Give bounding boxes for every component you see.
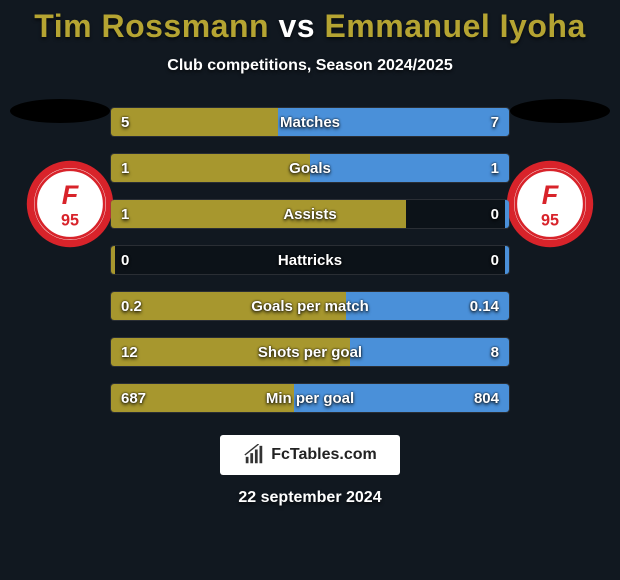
svg-text:F: F xyxy=(62,180,80,210)
stat-bar-right xyxy=(350,338,509,366)
svg-text:95: 95 xyxy=(61,212,79,230)
club-badge-left: F 95 xyxy=(25,159,115,249)
title-player2: Emmanuel Iyoha xyxy=(324,8,585,44)
club-badge-right: F 95 xyxy=(505,159,595,249)
stat-bar-right xyxy=(346,292,509,320)
stat-row: Assists10 xyxy=(110,199,510,229)
comparison-panel: F 95 F 95 Matches57 Goals11 Assists10 Hattr… xyxy=(0,103,620,413)
stat-bar-right xyxy=(505,200,509,228)
footer-brand: FcTables.com xyxy=(220,435,400,475)
title-player1: Tim Rossmann xyxy=(34,8,269,44)
stat-bar-left xyxy=(111,384,294,412)
stat-row: Min per goal687804 xyxy=(110,383,510,413)
footer-date: 22 september 2024 xyxy=(0,489,620,507)
stat-value-left: 0 xyxy=(121,246,129,274)
title-vs: vs xyxy=(278,8,315,44)
stat-row: Hattricks0 0 xyxy=(110,245,510,275)
svg-text:95: 95 xyxy=(541,212,559,230)
shadow-left xyxy=(10,99,110,123)
stat-row: Shots per goal128 xyxy=(110,337,510,367)
stat-bar-right xyxy=(278,108,509,136)
stat-bar-left xyxy=(111,108,278,136)
page-title: Tim Rossmann vs Emmanuel Iyoha xyxy=(0,0,620,45)
stat-bar-left xyxy=(111,292,346,320)
stat-value-right: 0 xyxy=(491,246,499,274)
shadow-right xyxy=(510,99,610,123)
stat-bar-left xyxy=(111,200,406,228)
stat-value-right: 0 xyxy=(491,200,499,228)
svg-text:F: F xyxy=(542,180,560,210)
stat-bar-right xyxy=(310,154,509,182)
stat-bar-left xyxy=(111,154,310,182)
stat-bar-left xyxy=(111,246,115,274)
subtitle: Club competitions, Season 2024/2025 xyxy=(0,57,620,75)
fortuna-badge-icon: F 95 xyxy=(25,159,115,249)
stat-label: Hattricks xyxy=(111,246,509,274)
fortuna-badge-icon: F 95 xyxy=(505,159,595,249)
chart-icon xyxy=(243,444,265,466)
stat-bars: Matches57Goals11Assists10Hattricks00Goal… xyxy=(110,103,510,413)
stat-row: Matches57 xyxy=(110,107,510,137)
footer-brand-text: FcTables.com xyxy=(271,446,377,464)
stat-row: Goals11 xyxy=(110,153,510,183)
stat-row: Goals per match0.20.14 xyxy=(110,291,510,321)
stat-bar-right xyxy=(294,384,509,412)
stat-bar-right xyxy=(505,246,509,274)
stat-bar-left xyxy=(111,338,350,366)
